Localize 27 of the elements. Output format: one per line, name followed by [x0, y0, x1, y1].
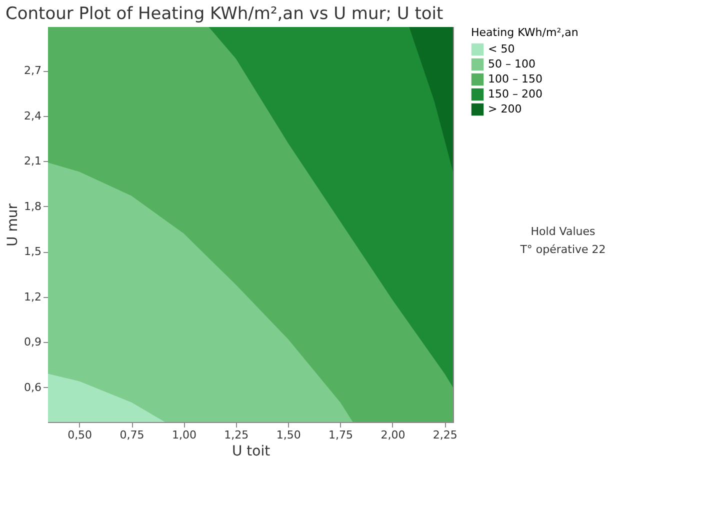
x-tick-label: 2,25	[432, 428, 458, 442]
text: Hold Values	[530, 225, 596, 238]
y-tick-label: 1,5	[24, 245, 42, 258]
legend-label: > 200	[488, 102, 522, 116]
legend-label: 100 – 150	[488, 72, 542, 86]
chart-title: Contour Plot of Heating KWh/m²,an vs U mur; U toit	[6, 4, 444, 24]
legend-label: 150 – 200	[488, 88, 542, 100]
x-tick-label: 1,00	[172, 428, 196, 442]
y-tick-label: 1,2	[24, 290, 42, 304]
x-tick-label: 1,75	[328, 428, 354, 442]
x-tick-label: 0,50	[68, 428, 92, 442]
legend-label: 50 – 100	[488, 58, 536, 70]
x-tick-label: 2,00	[380, 428, 406, 442]
text: T° opérative 22	[519, 243, 606, 256]
y-axis-title: U mur	[5, 203, 22, 246]
y-tick-label: 1,8	[24, 200, 42, 213]
legend-label: < 50	[488, 42, 515, 56]
y-tick-label: 0,6	[24, 380, 42, 394]
y-tick-label: 2,4	[24, 109, 42, 122]
x-tick-label: 1,25	[224, 428, 249, 442]
x-axis-title: U toit	[232, 444, 271, 460]
y-tick-label: 0,9	[24, 336, 42, 349]
x-tick-label: 1,50	[276, 428, 301, 442]
y-tick-label: 2,7	[24, 64, 42, 78]
legend-title: Heating KWh/m²,an	[471, 26, 578, 39]
x-tick-label: 0,75	[120, 428, 144, 442]
y-tick-label: 2,1	[24, 154, 42, 168]
